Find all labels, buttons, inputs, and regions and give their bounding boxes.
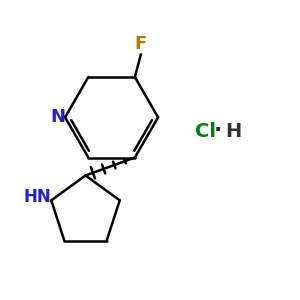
Text: N: N xyxy=(50,108,65,126)
Text: ·: · xyxy=(213,120,222,140)
Text: H: H xyxy=(225,122,241,142)
Text: Cl: Cl xyxy=(195,122,216,142)
Text: HN: HN xyxy=(24,188,52,206)
Text: F: F xyxy=(135,35,147,53)
